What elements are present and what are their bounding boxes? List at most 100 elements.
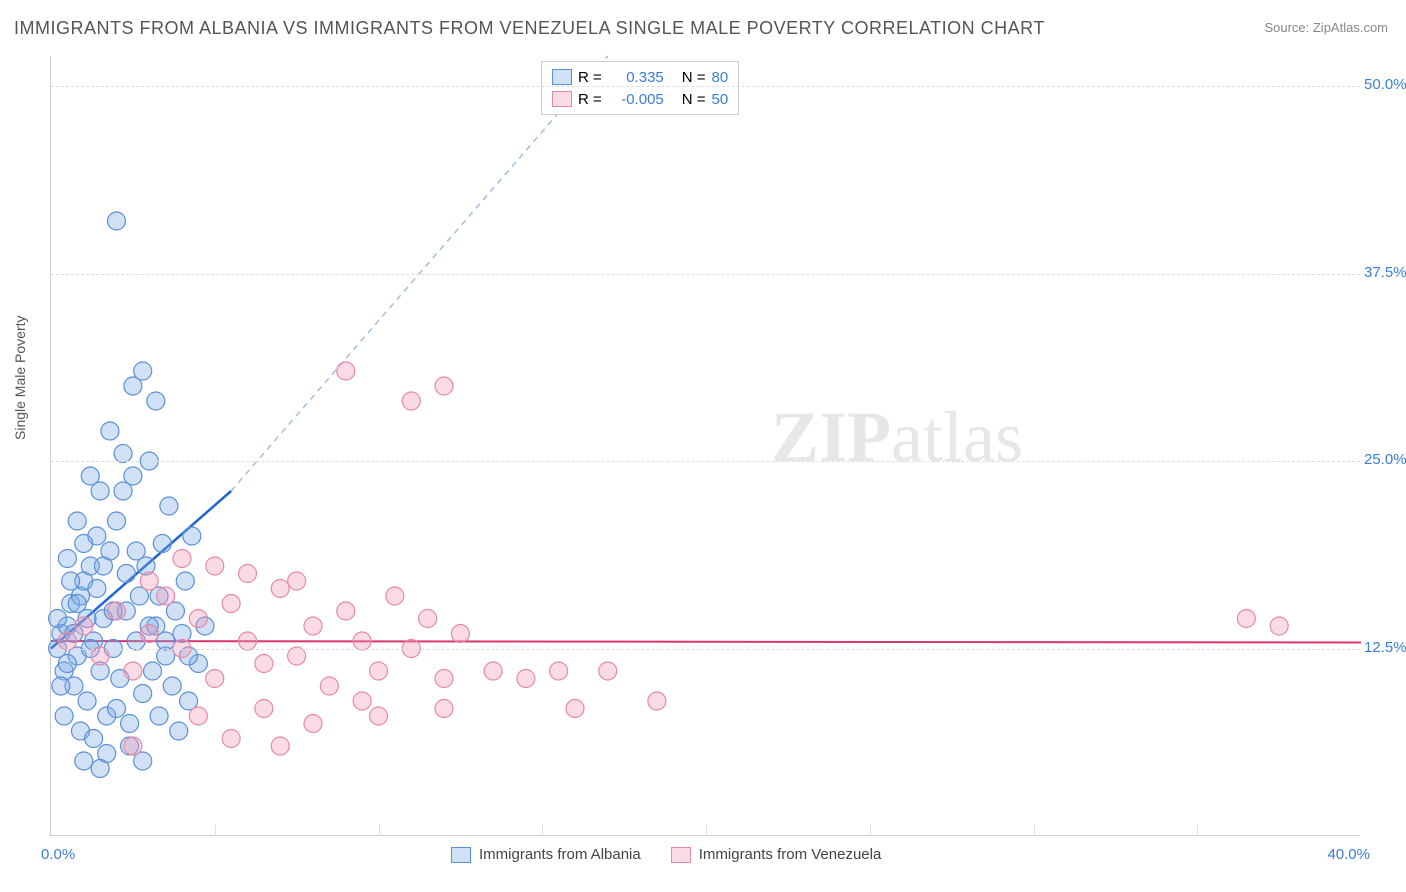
data-point [68, 595, 86, 613]
r-value-venezuela: -0.005 [608, 91, 664, 108]
data-point [91, 760, 109, 778]
data-point [127, 542, 145, 560]
data-point [114, 445, 132, 463]
swatch-albania [552, 69, 572, 85]
data-point [75, 535, 93, 553]
legend-correlation: R = 0.335 N = 80 R = -0.005 N = 50 [541, 61, 739, 115]
data-point [124, 662, 142, 680]
swatch-venezuela-bottom [671, 847, 691, 863]
y-tick-label: 50.0% [1364, 76, 1406, 93]
data-point [370, 707, 388, 725]
n-value-albania: 80 [712, 69, 729, 86]
chart-title: IMMIGRANTS FROM ALBANIA VS IMMIGRANTS FR… [14, 18, 1045, 39]
r-value-albania: 0.335 [608, 69, 664, 86]
gridline-h [51, 461, 1360, 462]
tick-v [542, 824, 543, 836]
legend-series: Immigrants from Albania Immigrants from … [451, 846, 881, 863]
tick-v [379, 824, 380, 836]
tick-v [1034, 824, 1035, 836]
tick-v [215, 824, 216, 836]
data-point [85, 730, 103, 748]
data-point [78, 692, 96, 710]
data-point [566, 700, 584, 718]
data-point [183, 527, 201, 545]
data-point [58, 655, 76, 673]
data-point [163, 677, 181, 695]
data-point [599, 662, 617, 680]
data-point [88, 580, 106, 598]
data-point [239, 632, 257, 650]
data-point [108, 212, 126, 230]
data-point [419, 610, 437, 628]
data-point [337, 602, 355, 620]
data-point [49, 610, 67, 628]
data-point [91, 647, 109, 665]
data-point [176, 572, 194, 590]
y-tick-label: 25.0% [1364, 451, 1406, 468]
data-point [304, 617, 322, 635]
data-point [353, 632, 371, 650]
data-point [206, 557, 224, 575]
data-point [170, 722, 188, 740]
data-point [435, 377, 453, 395]
data-point [451, 625, 469, 643]
swatch-venezuela [552, 91, 572, 107]
r-label: R = [578, 69, 602, 86]
data-point [288, 572, 306, 590]
data-point [52, 677, 70, 695]
y-tick-label: 37.5% [1364, 264, 1406, 281]
data-point [108, 512, 126, 530]
legend-item-venezuela: Immigrants from Venezuela [671, 846, 882, 863]
y-axis-label: Single Male Poverty [12, 315, 28, 440]
plot-area: ZIPatlas R = 0.335 N = 80 R = -0.005 N =… [50, 56, 1360, 836]
data-point [140, 625, 158, 643]
data-point [239, 565, 257, 583]
data-point [58, 632, 76, 650]
data-point [117, 565, 135, 583]
data-point [648, 692, 666, 710]
data-point [160, 497, 178, 515]
data-point [370, 662, 388, 680]
legend-row-albania: R = 0.335 N = 80 [552, 66, 728, 88]
data-point [94, 557, 112, 575]
data-point [222, 730, 240, 748]
source-label: Source: ZipAtlas.com [1264, 20, 1388, 35]
x-tick-left: 0.0% [41, 846, 75, 863]
data-point [288, 647, 306, 665]
data-point [62, 572, 80, 590]
data-point [255, 655, 273, 673]
data-point [58, 550, 76, 568]
data-point [108, 700, 126, 718]
data-point [124, 737, 142, 755]
data-point [121, 715, 139, 733]
data-point [255, 700, 273, 718]
tick-v [1197, 824, 1198, 836]
data-point [101, 422, 119, 440]
data-point [353, 692, 371, 710]
data-point [124, 467, 142, 485]
n-value-venezuela: 50 [712, 91, 729, 108]
data-point [153, 535, 171, 553]
legend-row-venezuela: R = -0.005 N = 50 [552, 88, 728, 110]
r-label-2: R = [578, 91, 602, 108]
legend-item-albania: Immigrants from Albania [451, 846, 641, 863]
data-point [337, 362, 355, 380]
n-label-2: N = [682, 91, 706, 108]
data-point [150, 707, 168, 725]
legend-label-albania: Immigrants from Albania [479, 846, 641, 863]
plot-svg [51, 56, 1360, 835]
data-point [484, 662, 502, 680]
data-point [189, 707, 207, 725]
data-point [55, 707, 73, 725]
data-point [75, 752, 93, 770]
data-point [304, 715, 322, 733]
data-point [206, 670, 224, 688]
swatch-albania-bottom [451, 847, 471, 863]
data-point [68, 512, 86, 530]
data-point [550, 662, 568, 680]
data-point [147, 392, 165, 410]
data-point [271, 580, 289, 598]
tick-v [706, 824, 707, 836]
data-point [517, 670, 535, 688]
data-point [402, 392, 420, 410]
